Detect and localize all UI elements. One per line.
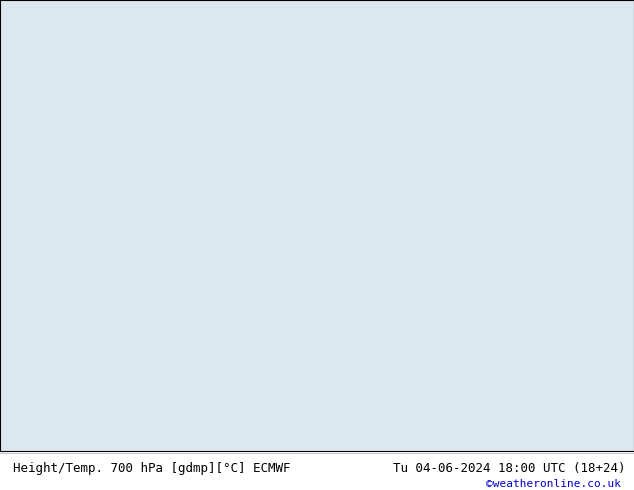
Text: Height/Temp. 700 hPa [gdmp][°C] ECMWF: Height/Temp. 700 hPa [gdmp][°C] ECMWF [13,462,290,475]
Text: Tu 04-06-2024 18:00 UTC (18+24): Tu 04-06-2024 18:00 UTC (18+24) [393,462,626,475]
Text: ©weatheronline.co.uk: ©weatheronline.co.uk [486,479,621,489]
